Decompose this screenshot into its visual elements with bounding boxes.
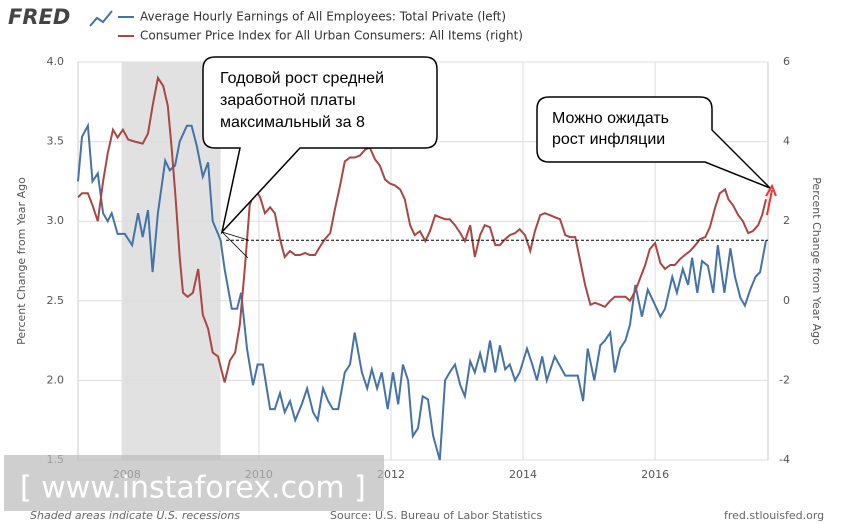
x-tick-label: 2014 (509, 468, 537, 481)
logo: FRED (8, 5, 70, 29)
arrow (765, 183, 777, 216)
x-tick-label: 2016 (641, 468, 669, 481)
annotations: Годовой рост средней заработной платы ма… (202, 56, 777, 259)
y-tick-label: 2.5 (47, 294, 65, 307)
y2-tick-label: 2 (783, 214, 790, 227)
watermark: [ www.instaforex.com ] (20, 471, 366, 506)
footer-site: fred.stlouisfed.org (724, 509, 824, 522)
legend-label: Average Hourly Earnings of All Employees… (140, 10, 506, 24)
annotation-text: максимальный за 8 (220, 114, 365, 131)
footer-note: Shaded areas indicate U.S. recessions (30, 509, 240, 522)
series-line (77, 122, 767, 461)
y2-tick-label: 0 (783, 294, 790, 307)
y-tick-label: 4.0 (47, 55, 65, 68)
y2-tick-label: -2 (779, 373, 790, 386)
annotation-text: Можно ожидать (552, 110, 669, 127)
y-tick-label: 3.0 (47, 214, 65, 227)
y-tick-label: 2.0 (47, 373, 65, 386)
legend-label: Consumer Price Index for All Urban Consu… (140, 29, 523, 43)
speech-bubble (202, 56, 438, 235)
y2-tick-label: 6 (783, 55, 790, 68)
logo-icon (89, 10, 113, 27)
annotation-text: заработной платы (220, 92, 356, 109)
y2-axis-label: Percent Change from Year Ago (810, 177, 823, 345)
watermark-box (4, 455, 384, 511)
y-axis-label: Percent Change from Year Ago (15, 177, 28, 345)
annotation-text: Годовой рост средней (220, 70, 384, 87)
y2-tick-label: -4 (779, 453, 790, 466)
y-tick-label: 3.5 (47, 135, 65, 148)
series-line (77, 75, 767, 383)
speech-bubble (536, 96, 771, 189)
pointer (221, 231, 249, 259)
footer-source: Source: U.S. Bureau of Labor Statistics (330, 509, 543, 522)
annotation-text: рост инфляции (552, 131, 665, 148)
y2-tick-label: 4 (783, 135, 790, 148)
